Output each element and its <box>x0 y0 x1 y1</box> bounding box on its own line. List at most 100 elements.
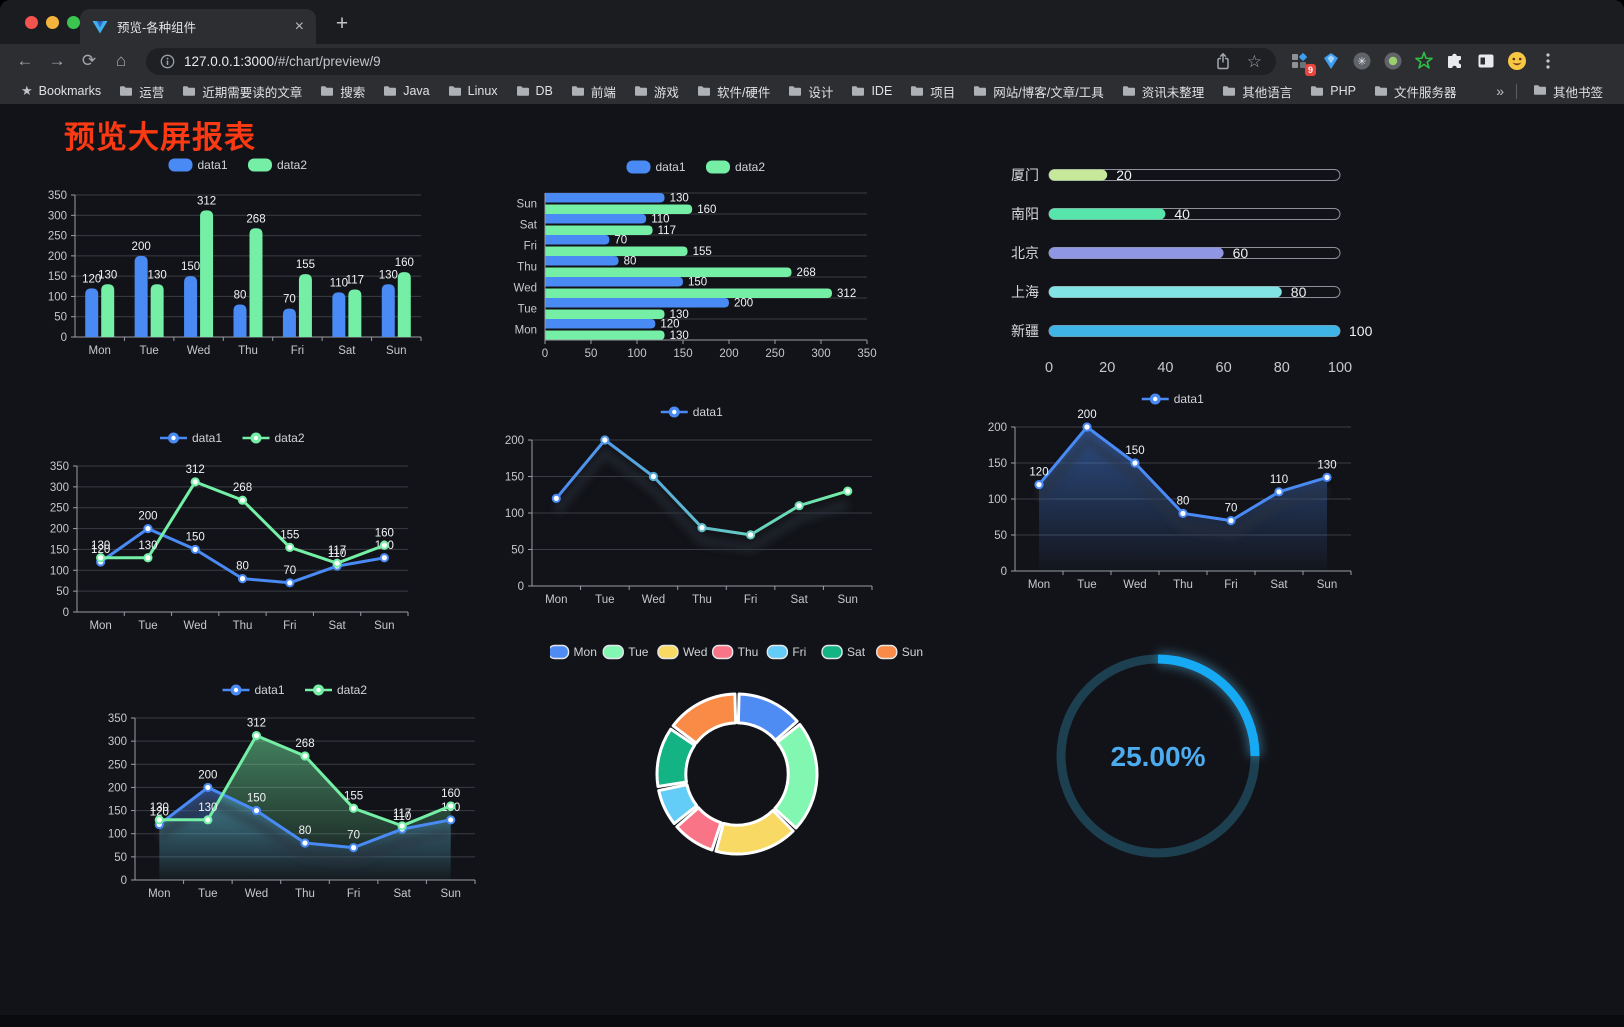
bookmark-folder-14[interactable]: 其他语言 <box>1213 80 1301 102</box>
bookmark-folder-7[interactable]: 游戏 <box>625 80 688 102</box>
bookmark-folder-1[interactable]: 近期需要读的文章 <box>173 80 311 102</box>
svg-text:Mon: Mon <box>148 888 170 900</box>
svg-text:data2: data2 <box>277 158 307 172</box>
svg-text:110: 110 <box>1270 474 1288 486</box>
bookmark-folder-label: 前端 <box>590 85 616 100</box>
bookmark-folder-label: Java <box>403 84 430 98</box>
home-icon[interactable]: ⌂ <box>115 51 127 70</box>
bookmark-folder-12[interactable]: 网站/博客/文章/工具 <box>964 80 1112 102</box>
svg-text:110: 110 <box>330 277 348 289</box>
new-tab-button[interactable]: + <box>335 12 349 35</box>
svg-text:Mon: Mon <box>89 345 111 357</box>
green-star-icon[interactable] <box>1414 51 1434 71</box>
bookmark-folders: 运营 近期需要读的文章 搜索 Java Linux DB 前端 游戏 软件/硬件 设计 IDE 项目 网… <box>110 80 1465 102</box>
bookmarks-overflow-icon[interactable]: » <box>1496 83 1504 99</box>
svg-text:0: 0 <box>542 348 548 360</box>
folder-icon <box>788 85 802 97</box>
svg-text:40: 40 <box>1157 360 1173 376</box>
svg-text:130: 130 <box>91 540 110 552</box>
svg-text:0: 0 <box>518 581 524 593</box>
svg-text:data2: data2 <box>735 160 765 174</box>
reload-icon[interactable]: ⟳ <box>81 51 97 70</box>
url-text[interactable]: 127.0.0.1:3000/#/chart/preview/9 <box>184 54 381 69</box>
svg-text:312: 312 <box>197 195 216 207</box>
svg-text:Sun: Sun <box>902 645 923 659</box>
bookmarks-separator <box>1515 83 1517 99</box>
svg-text:200: 200 <box>50 524 69 536</box>
bookmarks-root[interactable]: ★ Bookmarks <box>12 80 110 102</box>
svg-text:80: 80 <box>1291 284 1307 300</box>
svg-text:70: 70 <box>347 830 360 842</box>
browser-tab[interactable]: 预览-各种组件 × <box>80 9 316 44</box>
svg-text:200: 200 <box>988 422 1007 434</box>
record-circle-icon[interactable] <box>1383 51 1403 71</box>
folder-icon <box>851 85 865 97</box>
svg-text:Tue: Tue <box>198 888 217 900</box>
svg-text:110: 110 <box>328 548 346 560</box>
svg-text:150: 150 <box>688 277 707 289</box>
asterisk-circle-icon[interactable]: ✳ <box>1352 51 1372 71</box>
svg-text:60: 60 <box>1233 245 1249 261</box>
folder-icon <box>182 85 196 97</box>
svg-text:Fri: Fri <box>524 241 537 253</box>
dashboard-charts: data1 data2 0 50 100 150 200 250 300 350 Mon Tue Wed… <box>0 104 1624 1027</box>
back-icon[interactable]: ← <box>16 51 34 70</box>
svg-text:150: 150 <box>108 806 127 818</box>
svg-text:130: 130 <box>198 802 217 814</box>
bookmark-folder-16[interactable]: 文件服务器 <box>1365 80 1466 102</box>
tab-close-icon[interactable]: × <box>294 17 304 35</box>
minimize-window-button[interactable] <box>46 16 59 29</box>
bookmark-folder-9[interactable]: 设计 <box>779 80 842 102</box>
share-icon[interactable] <box>1215 52 1231 70</box>
close-window-button[interactable] <box>25 16 38 29</box>
address-bar[interactable]: 127.0.0.1:3000/#/chart/preview/9 ☆ <box>146 47 1276 75</box>
puzzle-icon[interactable] <box>1445 51 1465 71</box>
omnibox-actions: ☆ <box>1215 52 1262 70</box>
svg-text:Wed: Wed <box>245 888 268 900</box>
bookmark-folder-4[interactable]: Linux <box>439 80 507 102</box>
proxy-grid-icon[interactable]: 9 <box>1290 51 1316 76</box>
bookmark-folder-6[interactable]: 前端 <box>562 80 625 102</box>
svg-text:50: 50 <box>585 348 598 360</box>
folder-icon <box>634 85 648 97</box>
svg-text:130: 130 <box>670 193 689 205</box>
chart-bar-basic: data1 data2 0 50 100 150 200 250 300 350 Mon Tue Wed… <box>45 151 433 363</box>
svg-text:Sun: Sun <box>374 620 394 632</box>
bookmark-star-icon[interactable]: ☆ <box>1246 51 1262 71</box>
side-panel-icon[interactable] <box>1476 51 1496 71</box>
folder-icon <box>1122 85 1136 97</box>
svg-text:120: 120 <box>150 806 169 818</box>
bookmarks-bar-right: » 其他书签 <box>1491 80 1612 102</box>
blue-gem-icon[interactable] <box>1321 51 1341 71</box>
bookmark-folder-2[interactable]: 搜索 <box>311 80 374 102</box>
svg-text:300: 300 <box>811 348 830 360</box>
bookmark-folder-0[interactable]: 运营 <box>110 80 173 102</box>
site-info-icon[interactable] <box>160 54 175 69</box>
bookmarks-star-icon: ★ <box>21 83 33 98</box>
bookmark-folder-10[interactable]: IDE <box>842 80 901 102</box>
bookmark-folder-11[interactable]: 项目 <box>901 80 964 102</box>
svg-text:80: 80 <box>1274 360 1290 376</box>
svg-text:40: 40 <box>1174 206 1190 222</box>
svg-text:160: 160 <box>441 788 460 800</box>
bookmark-folder-3[interactable]: Java <box>374 80 438 102</box>
bookmark-folder-15[interactable]: PHP <box>1301 80 1365 102</box>
bookmark-folder-8[interactable]: 软件/硬件 <box>688 80 779 102</box>
avatar-emoji-icon[interactable] <box>1507 51 1527 71</box>
folder-icon <box>910 85 924 97</box>
menu-dots-icon[interactable] <box>1538 51 1558 71</box>
svg-text:data1: data1 <box>192 431 222 445</box>
forward-icon[interactable]: → <box>48 51 66 70</box>
folder-icon <box>697 85 711 97</box>
svg-text:Sun: Sun <box>1317 579 1337 591</box>
svg-text:20: 20 <box>1116 167 1132 183</box>
bookmark-folder-13[interactable]: 资讯未整理 <box>1113 80 1214 102</box>
folder-icon <box>119 85 133 97</box>
zoom-window-button[interactable] <box>67 16 80 29</box>
bookmark-folder-5[interactable]: DB <box>507 80 562 102</box>
svg-text:150: 150 <box>48 271 67 283</box>
svg-text:Thu: Thu <box>517 262 537 274</box>
svg-text:70: 70 <box>283 565 296 577</box>
other-bookmarks-folder[interactable]: 其他书签 <box>1524 80 1612 102</box>
